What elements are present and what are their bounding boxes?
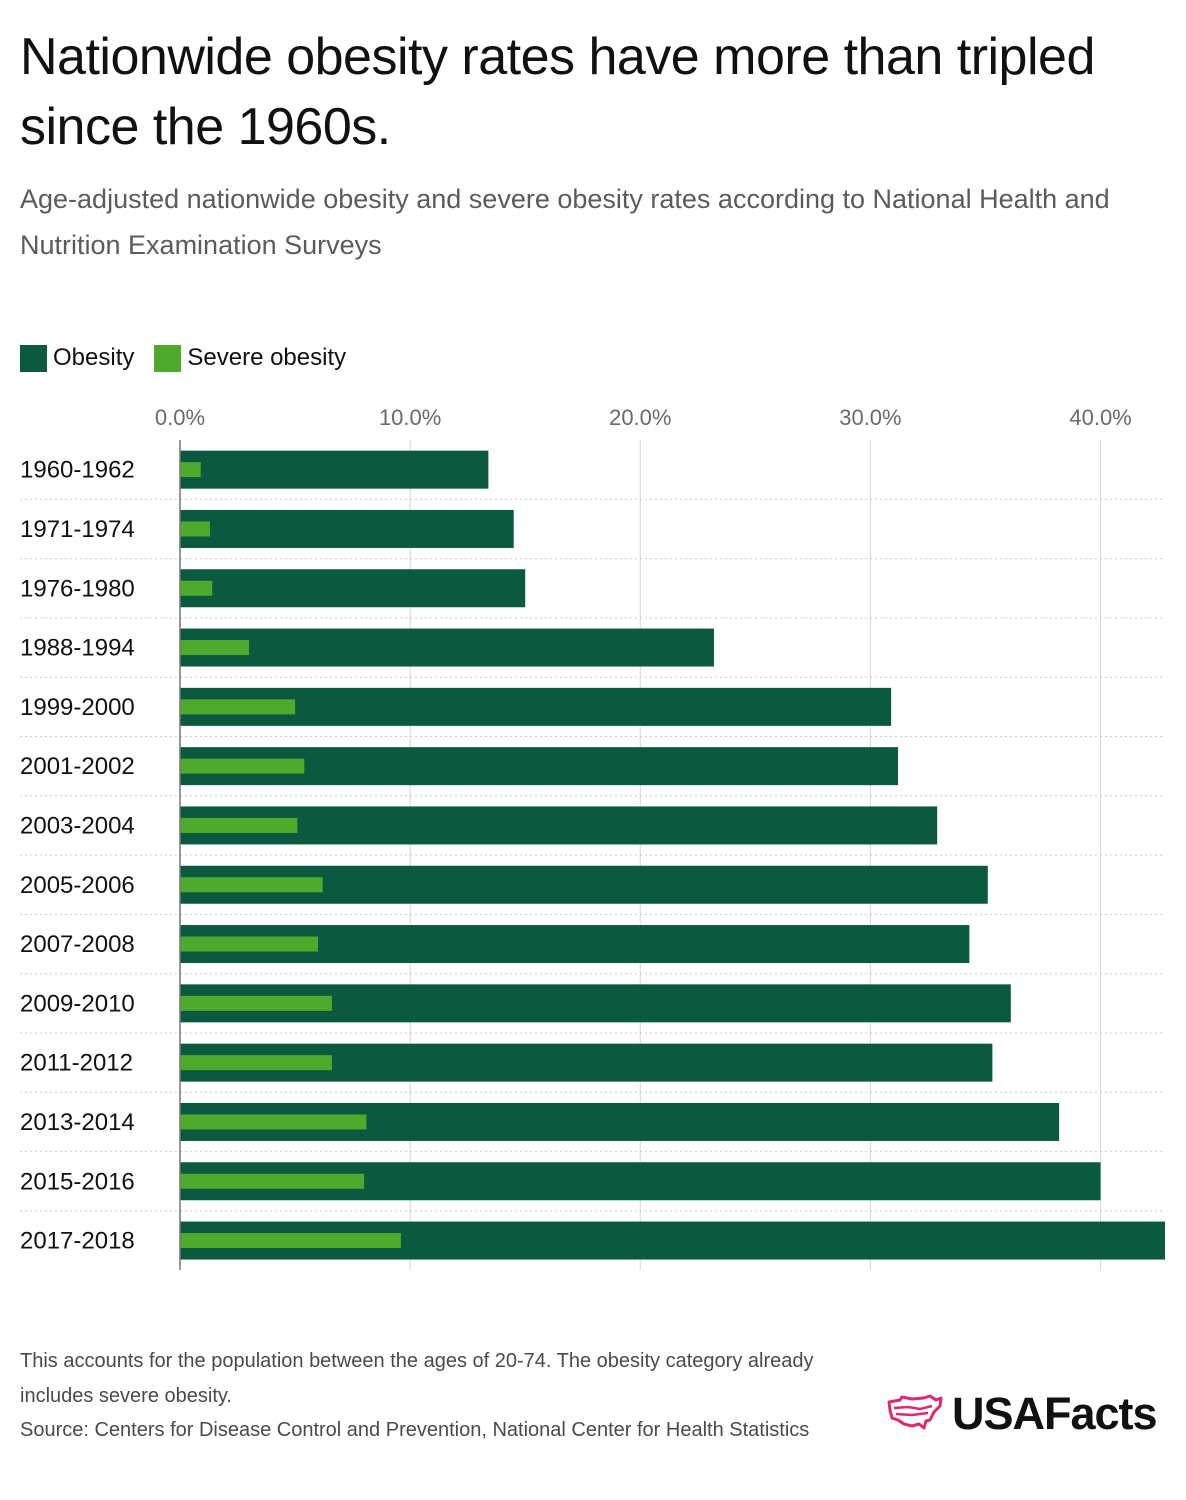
legend-swatch-severe-obesity (154, 344, 182, 372)
x-tick-label: 20.0% (609, 405, 671, 430)
bar-severe-obesity (180, 640, 250, 656)
bar-obesity (180, 509, 514, 548)
bar-severe-obesity (180, 521, 210, 537)
category-label: 2007-2008 (20, 931, 135, 958)
chart-legend: Obesity Severe obesity (20, 344, 366, 372)
category-label: 1999-2000 (20, 694, 135, 721)
bar-obesity (180, 806, 938, 845)
bar-obesity (180, 687, 892, 726)
logo-text: USAFacts (952, 1388, 1158, 1439)
chart-subtitle: Age-adjusted nationwide obesity and seve… (20, 184, 1110, 260)
category-label: 2005-2006 (20, 872, 135, 899)
category-label: 1971-1974 (20, 516, 135, 543)
bar-chart: 0.0% 10.0% 20.0% 30.0% 40.0% 1960-1962 1971-19… (20, 405, 1165, 1270)
x-tick-label: 30.0% (839, 405, 901, 430)
legend-swatch-obesity (20, 344, 47, 372)
category-label: 2001-2002 (20, 753, 135, 780)
category-label: 2017-2018 (20, 1228, 135, 1255)
category-label: 1976-1980 (20, 575, 135, 602)
category-label: 2013-2014 (20, 1109, 135, 1136)
bar-severe-obesity (180, 1114, 367, 1130)
category-label: 2003-2004 (20, 812, 135, 839)
x-tick-label: 10.0% (379, 405, 441, 430)
bar-severe-obesity (180, 817, 298, 833)
legend-label-obesity: Obesity (53, 344, 135, 371)
bar-severe-obesity (180, 462, 201, 478)
x-tick-label: 0.0% (155, 405, 205, 430)
bar-obesity (180, 628, 714, 667)
usa-map-icon (887, 1394, 943, 1430)
usafacts-logo: USAFacts (886, 1388, 1158, 1440)
bar-severe-obesity (180, 877, 323, 893)
bar-obesity (180, 569, 526, 608)
bar-severe-obesity (180, 1173, 365, 1189)
category-label: 1960-1962 (20, 457, 135, 484)
footnote: This accounts for the population between… (20, 1344, 860, 1448)
category-label: 2011-2012 (20, 1050, 133, 1077)
bar-severe-obesity (180, 699, 296, 715)
x-tick-label: 40.0% (1069, 405, 1131, 430)
legend-item-severe-obesity: Severe obesity (154, 344, 346, 372)
bar-severe-obesity (180, 1055, 332, 1071)
bar-severe-obesity (180, 758, 305, 774)
bar-severe-obesity (180, 936, 319, 952)
category-label: 2015-2016 (20, 1168, 135, 1195)
footnote-source: Source: Centers for Disease Control and … (20, 1419, 810, 1441)
legend-item-obesity: Obesity (20, 344, 134, 372)
bar-obesity (180, 450, 489, 489)
bar-severe-obesity (180, 995, 332, 1011)
category-label: 1988-1994 (20, 635, 135, 662)
legend-label-severe-obesity: Severe obesity (187, 344, 347, 371)
chart-title: Nationwide obesity rates have more than … (20, 28, 1095, 156)
bar-severe-obesity (180, 1233, 401, 1249)
bar-severe-obesity (180, 580, 213, 596)
footnote-note: This accounts for the population between… (20, 1350, 814, 1407)
category-label: 2009-2010 (20, 990, 135, 1017)
